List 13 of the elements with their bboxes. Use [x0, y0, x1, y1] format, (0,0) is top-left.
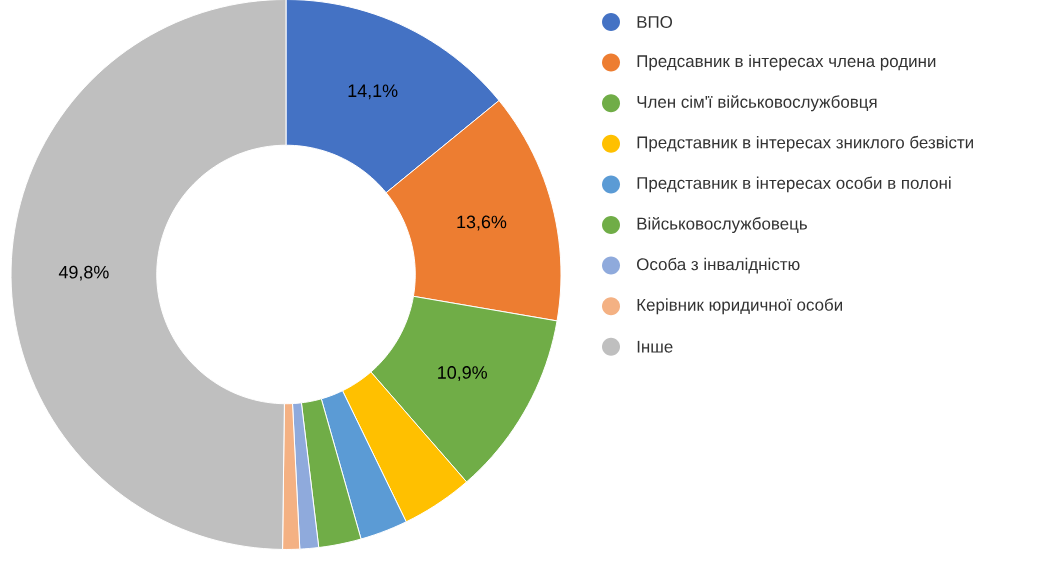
data-label: 10,9%	[438, 366, 487, 381]
data-label: 14,1%	[348, 84, 398, 100]
legend-label: Член сім'ї військовослужбовця	[637, 95, 877, 112]
data-label: 13,6%	[457, 215, 507, 231]
legend-label: Особа з інвалідністю	[637, 257, 800, 274]
legend-label: Інше	[637, 340, 673, 353]
legend-label: ВПО	[637, 15, 673, 28]
legend-label: Представник в інтересах зниклого безвісти	[637, 135, 973, 152]
legend-label: Військовослужбовець	[637, 216, 807, 234]
legend-label: Керівник юридичної особи	[637, 298, 842, 315]
legend-label: Представник в інтересах особи в полоні	[637, 176, 951, 193]
legend-label: Предсавник в інтересах члена родини	[637, 54, 936, 71]
data-label: 49,8%	[58, 265, 109, 281]
